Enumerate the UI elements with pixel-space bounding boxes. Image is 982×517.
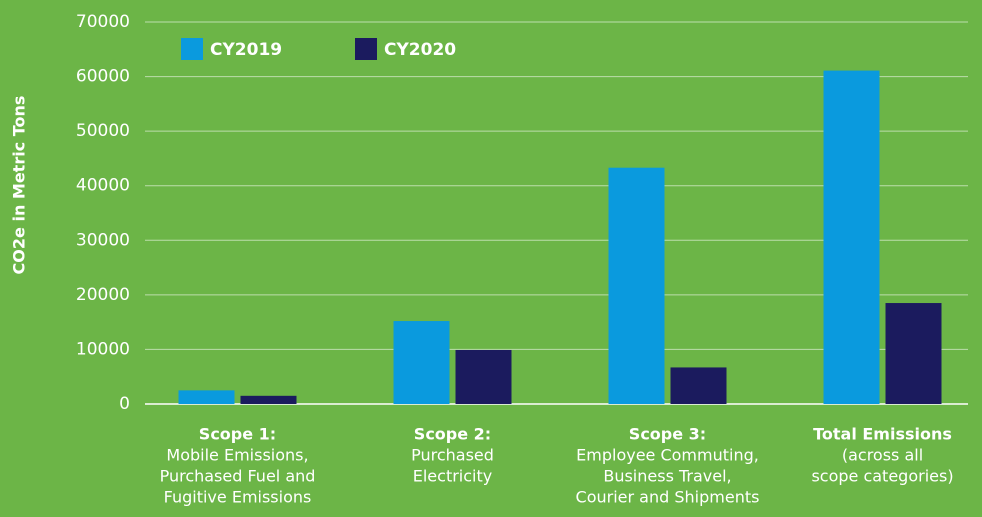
x-tick-description: Electricity	[413, 467, 492, 486]
y-axis-label: CO2e in Metric Tons	[10, 96, 29, 275]
bar	[608, 167, 665, 404]
bar	[178, 390, 235, 404]
x-tick-description: Mobile Emissions,	[166, 446, 308, 465]
y-tick-label: 40000	[76, 176, 130, 196]
x-tick-description: Purchased	[411, 446, 494, 465]
legend-label: CY2019	[210, 40, 282, 60]
x-tick-description: (across all	[842, 446, 923, 465]
y-tick-label: 50000	[76, 121, 130, 141]
legend-swatch	[181, 38, 203, 60]
bar	[670, 367, 727, 404]
x-tick-description: Purchased Fuel and	[160, 467, 316, 486]
y-tick-label: 0	[119, 394, 130, 414]
y-tick-label: 20000	[76, 285, 130, 305]
y-tick-label: 10000	[76, 339, 130, 359]
x-tick-description: Courier and Shipments	[576, 488, 760, 507]
y-tick-label: 70000	[76, 12, 130, 32]
bar	[455, 349, 512, 404]
x-tick-description: Business Travel,	[603, 467, 731, 486]
x-tick-description: Employee Commuting,	[576, 446, 759, 465]
x-tick-label: Scope 3:	[629, 425, 706, 444]
x-tick-label: Scope 1:	[199, 425, 276, 444]
x-tick-description: scope categories)	[811, 467, 953, 486]
legend-swatch	[355, 38, 377, 60]
bar	[240, 395, 297, 404]
x-tick-label: Total Emissions	[813, 425, 952, 444]
x-tick-description: Fugitive Emissions	[164, 488, 312, 507]
legend-label: CY2020	[384, 40, 456, 60]
x-tick-label: Scope 2:	[414, 425, 491, 444]
bar	[823, 70, 880, 404]
y-tick-label: 60000	[76, 67, 130, 87]
bar	[393, 321, 450, 404]
bar	[885, 303, 942, 404]
y-tick-label: 30000	[76, 230, 130, 250]
